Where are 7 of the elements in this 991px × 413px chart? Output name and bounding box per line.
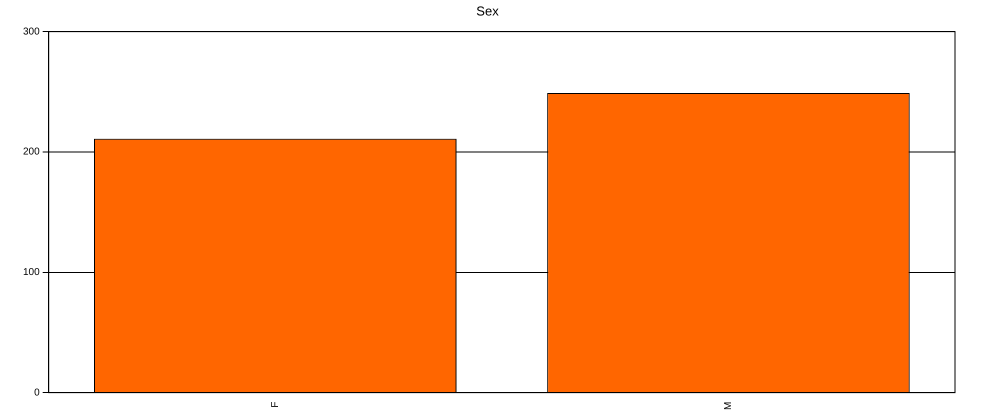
chart-title: Sex	[476, 3, 500, 18]
y-tick-label: 200	[22, 146, 40, 158]
x-tick-label: F	[270, 402, 282, 408]
x-tick-label: M	[723, 402, 734, 410]
y-tick-label: 300	[22, 26, 40, 38]
y-tick-label: 100	[22, 267, 40, 278]
y-tick-label: 0	[34, 387, 40, 398]
